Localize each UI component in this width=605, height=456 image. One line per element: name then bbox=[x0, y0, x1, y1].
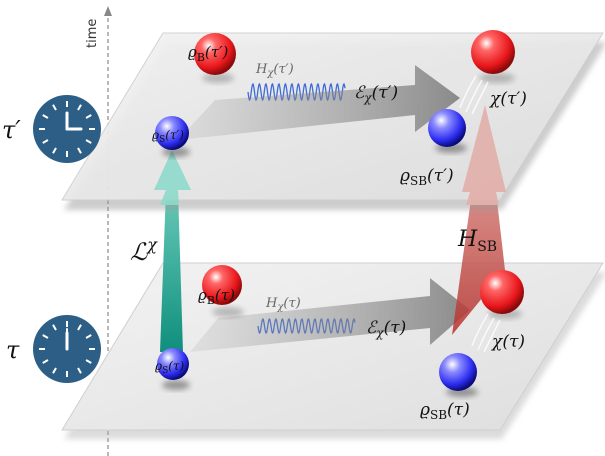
channel-arrow-tauprime bbox=[178, 65, 460, 140]
ball-rhoS-tau bbox=[157, 348, 190, 390]
clock-tick bbox=[52, 367, 57, 374]
clock-tauprime-icon bbox=[33, 95, 101, 163]
clock-tick bbox=[77, 367, 82, 374]
chi-tauprime-coupling bbox=[459, 75, 489, 115]
clock-tick bbox=[85, 114, 92, 119]
clock-tauprime-label: τ′ bbox=[2, 116, 21, 144]
ball-rhoB-tauprime bbox=[194, 33, 236, 83]
lchi-arrow-top bbox=[154, 150, 191, 205]
clock-tick bbox=[42, 359, 49, 364]
label-rhoS-tauprime: ϱS(τ′) bbox=[152, 128, 184, 145]
clock-tick bbox=[42, 114, 49, 119]
label-Lchi: ℒχ bbox=[130, 235, 158, 266]
ball-chi-red-tauprime bbox=[471, 30, 515, 83]
label-HSB: HSB bbox=[457, 227, 497, 255]
clock-tau-icon bbox=[33, 315, 101, 383]
clock-tick bbox=[52, 104, 57, 111]
label-rhoS-tau: ϱS(τ) bbox=[155, 359, 185, 376]
label-rhoB-tau: ϱB(τ) bbox=[198, 286, 235, 307]
clock-tick bbox=[52, 324, 57, 331]
clock-tick bbox=[85, 334, 92, 339]
clock-tick bbox=[85, 139, 92, 144]
ball-rhoS-tauprime bbox=[155, 116, 190, 157]
label-rhoSB-tauprime: ϱSB(τ′) bbox=[400, 166, 454, 188]
hsb-arrow-top bbox=[462, 105, 506, 205]
time-axis-label: time bbox=[85, 19, 100, 48]
label-Echi-tauprime: ℰχ(τ′) bbox=[354, 83, 398, 105]
clock-tick bbox=[42, 334, 49, 339]
ball-chi-blue-tau bbox=[439, 353, 478, 397]
clock-tick bbox=[77, 147, 82, 154]
time-axis-arrowhead bbox=[104, 6, 112, 16]
chi-tau-coupling bbox=[471, 313, 501, 353]
clock-tick bbox=[85, 359, 92, 364]
lchi-arrow bbox=[154, 150, 191, 352]
clock-tick bbox=[77, 104, 82, 111]
label-chi-tau: χ(τ) bbox=[491, 332, 525, 352]
clock-tick bbox=[52, 147, 57, 154]
ball-chi-red-tau bbox=[480, 270, 524, 319]
label-Echi-tau: ℰχ(τ) bbox=[366, 318, 406, 340]
clock-tick bbox=[42, 139, 49, 144]
clock-tick bbox=[77, 324, 82, 331]
channel-arrow-tau bbox=[190, 278, 470, 352]
label-chi-tauprime: χ(τ′) bbox=[489, 89, 527, 109]
clock-tau-label: τ bbox=[6, 336, 20, 364]
label-rhoSB-tau: ϱSB(τ) bbox=[420, 400, 470, 422]
label-Hchi-tauprime: Hχ(τ′) bbox=[255, 62, 294, 79]
label-Hchi-tau: Hχ(τ) bbox=[265, 296, 301, 313]
ball-chi-blue-tauprime bbox=[428, 109, 467, 153]
label-rhoB-tauprime: ϱB(τ′) bbox=[188, 43, 228, 64]
ball-rhoB-tau bbox=[202, 265, 244, 317]
